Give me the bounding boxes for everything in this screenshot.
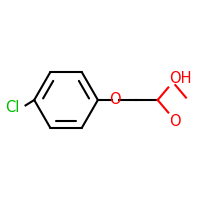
Text: Cl: Cl <box>5 100 20 115</box>
Text: O: O <box>109 92 121 108</box>
Text: O: O <box>169 114 181 129</box>
Text: OH: OH <box>169 71 192 86</box>
